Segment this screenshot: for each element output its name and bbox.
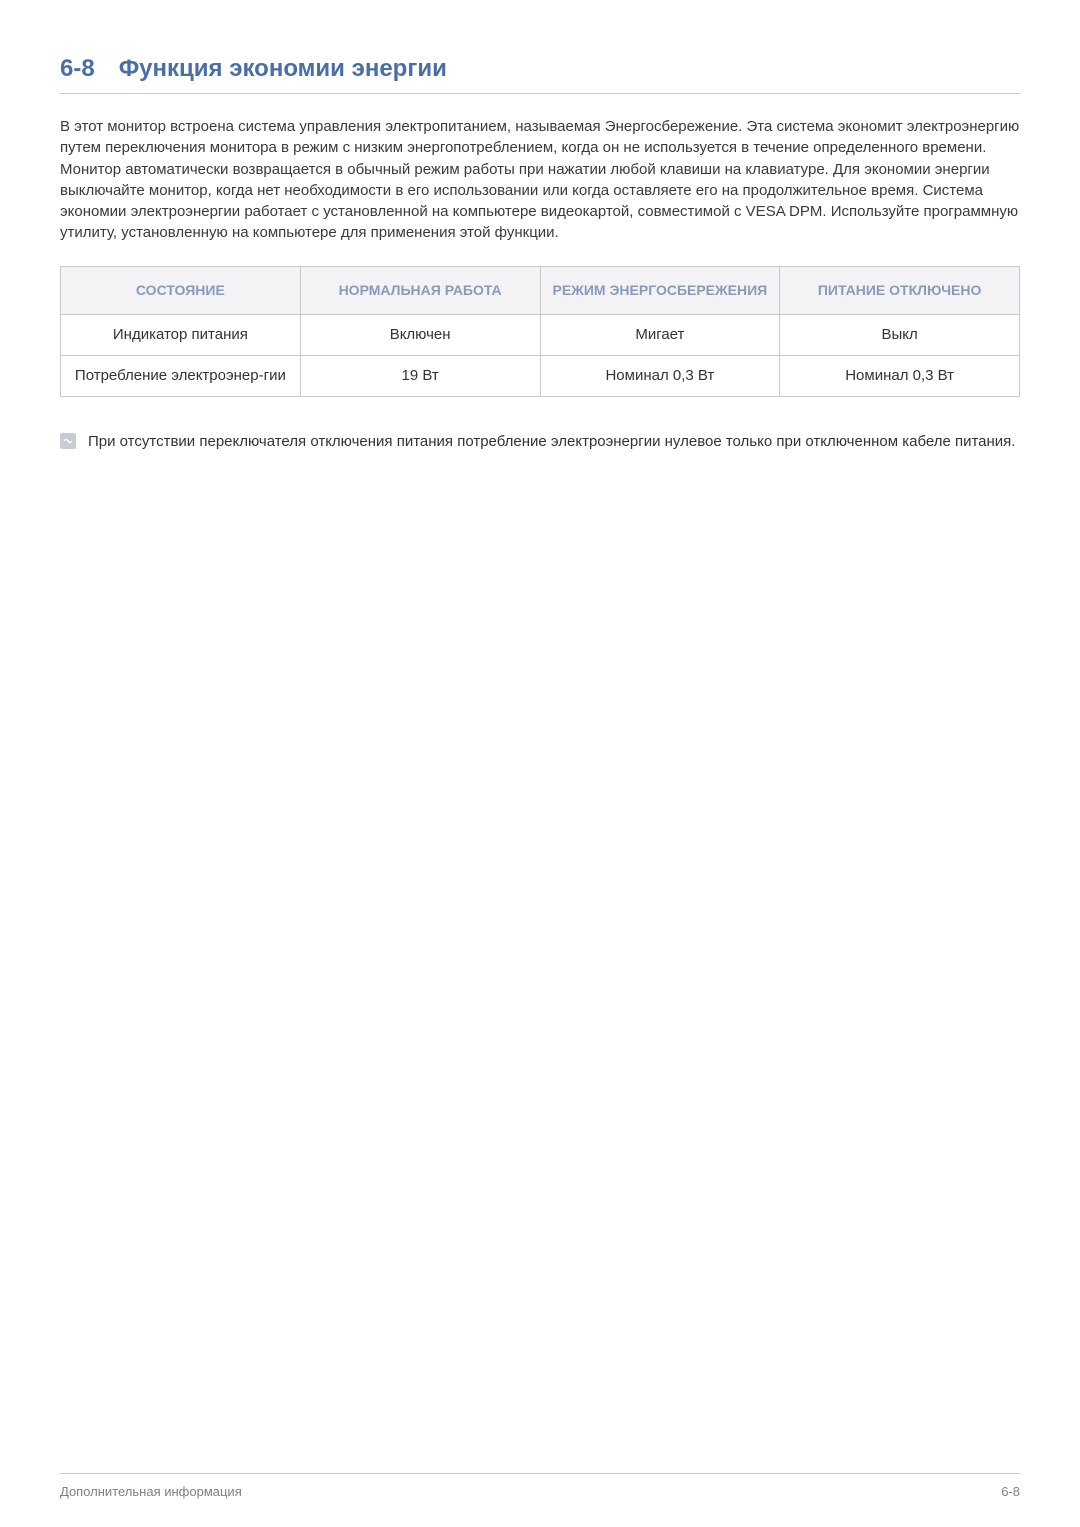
cell: Выкл bbox=[780, 314, 1020, 355]
col-saving: РЕЖИМ ЭНЕРГОСБЕРЕЖЕНИЯ bbox=[540, 266, 780, 314]
table-row: Индикатор питания Включен Мигает Выкл bbox=[61, 314, 1020, 355]
intro-paragraph: В этот монитор встроена система управлен… bbox=[60, 116, 1020, 244]
cell: Потребление электроэнер-гии bbox=[61, 355, 301, 396]
cell: Включен bbox=[300, 314, 540, 355]
section-heading: 6-8 Функция экономии энергии bbox=[60, 55, 1020, 94]
cell: Мигает bbox=[540, 314, 780, 355]
cell: 19 Вт bbox=[300, 355, 540, 396]
cell: Индикатор питания bbox=[61, 314, 301, 355]
col-off: ПИТАНИЕ ОТКЛЮЧЕНО bbox=[780, 266, 1020, 314]
col-normal: НОРМАЛЬНАЯ РАБОТА bbox=[300, 266, 540, 314]
page-footer: Дополнительная информация 6-8 bbox=[60, 1473, 1020, 1499]
heading-number: 6-8 bbox=[60, 55, 95, 83]
page: 6-8 Функция экономии энергии В этот мони… bbox=[0, 0, 1080, 1527]
footer-page-number: 6-8 bbox=[1001, 1484, 1020, 1499]
table-row: Потребление электроэнер-гии 19 Вт Номина… bbox=[61, 355, 1020, 396]
footer-section-title: Дополнительная информация bbox=[60, 1484, 242, 1499]
note-block: При отсутствии переключателя отключения … bbox=[60, 431, 1020, 452]
note-text: При отсутствии переключателя отключения … bbox=[88, 431, 1015, 452]
cell: Номинал 0,3 Вт bbox=[540, 355, 780, 396]
heading-title: Функция экономии энергии bbox=[119, 55, 447, 83]
cell: Номинал 0,3 Вт bbox=[780, 355, 1020, 396]
power-table: СОСТОЯНИЕ НОРМАЛЬНАЯ РАБОТА РЕЖИМ ЭНЕРГО… bbox=[60, 266, 1020, 397]
table-header-row: СОСТОЯНИЕ НОРМАЛЬНАЯ РАБОТА РЕЖИМ ЭНЕРГО… bbox=[61, 266, 1020, 314]
col-state: СОСТОЯНИЕ bbox=[61, 266, 301, 314]
note-icon bbox=[60, 433, 76, 449]
